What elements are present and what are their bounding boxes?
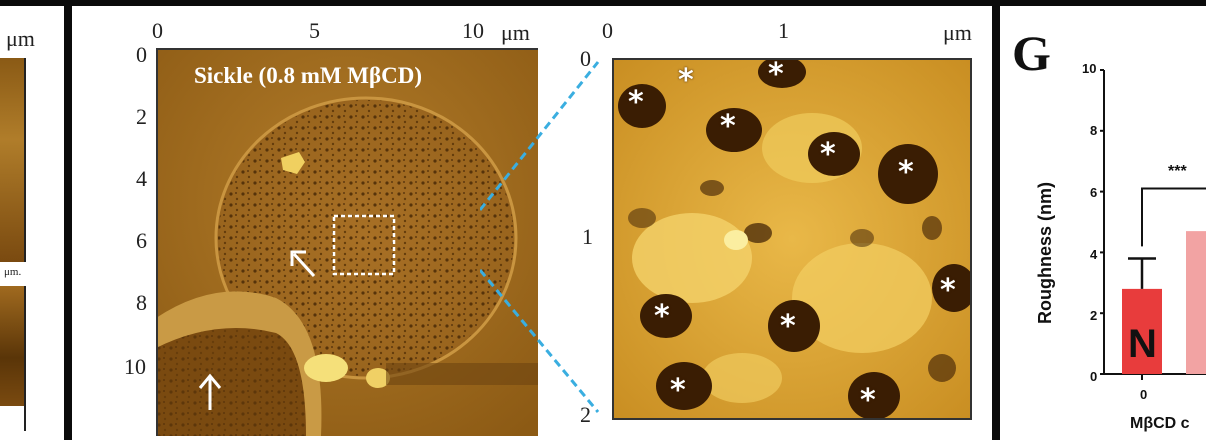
significance-marker: ***: [1168, 163, 1187, 180]
zoom-connector-lines: [480, 61, 600, 413]
left-panel-divider: [64, 0, 72, 440]
g-y-tick-8: 8: [1090, 123, 1098, 138]
overview-y-tick-4: 4: [136, 166, 147, 191]
pit-marker-2: *: [678, 63, 694, 98]
zoom-x-tick-1: 1: [778, 18, 789, 43]
g-y-tick-10: 10: [1082, 61, 1097, 76]
pit-marker-3: *: [768, 57, 784, 92]
g-y-axis-label: Roughness (nm): [1035, 182, 1055, 324]
overview-y-tick-6: 6: [136, 228, 147, 253]
panel-g: G Roughness (nm) 10 8 6 4 2 0 *** N 0 Mβ…: [1000, 6, 1206, 440]
afm-overview-image: [156, 48, 538, 436]
afm-overview-title: Sickle (0.8 mM MβCD): [194, 63, 423, 88]
g-y-tick-4: 4: [1090, 247, 1098, 262]
pit-marker-10: *: [670, 373, 686, 408]
overview-y-tick-0: 0: [136, 42, 147, 67]
frame-top-border: [0, 0, 1206, 6]
overview-y-tick-10: 10: [124, 354, 146, 379]
pit-marker-9: *: [940, 273, 956, 308]
left-afm-image-bottom: [0, 286, 24, 406]
overview-x-unit: μm: [501, 20, 530, 45]
overview-axis-frame: [156, 48, 538, 436]
pit-marker-1: *: [628, 85, 644, 120]
afm-overview-panel: 0 5 10 μm 0 2 4 6 8 10: [72, 6, 582, 440]
zoom-y-tick-1: 1: [582, 224, 593, 249]
left-axis-line-bottom: [24, 286, 26, 431]
pit-marker-4: *: [720, 109, 736, 144]
g-y-tick-6: 6: [1090, 185, 1098, 200]
bar-label-n: N: [1128, 322, 1157, 366]
pit-marker-8: *: [780, 309, 796, 344]
afm-zoom-panel: 0 1 μm 0 1 2: [570, 6, 990, 440]
left-axis-line: [24, 58, 26, 262]
overview-y-tick-2: 2: [136, 104, 147, 129]
pit-marker-11: *: [860, 383, 876, 418]
overview-x-tick-0: 0: [152, 18, 163, 43]
roughness-bar: [1122, 288, 1162, 374]
overview-x-tick-10: 10: [462, 18, 484, 43]
left-unit-small: μm.: [4, 266, 22, 278]
afm-zoom-image: [612, 58, 972, 420]
g-x-axis-label: MβCD c: [1130, 415, 1190, 432]
zoom-axis-frame: [612, 58, 972, 420]
right-panel-divider: [992, 0, 1000, 440]
left-afm-image-top: [0, 58, 24, 262]
significance-bracket: [1141, 187, 1206, 247]
g-y-tick-2: 2: [1090, 308, 1098, 323]
zoom-x-unit: μm: [943, 20, 972, 45]
pit-marker-6: *: [898, 155, 914, 190]
zoom-x-tick-0: 0: [602, 18, 613, 43]
pit-marker-7: *: [654, 299, 670, 334]
roughness-bar: [1186, 231, 1206, 374]
overview-x-tick-5: 5: [309, 18, 320, 43]
overview-y-tick-8: 8: [136, 290, 147, 315]
g-x-tick-0: 0: [1140, 387, 1148, 402]
zoom-y-tick-0: 0: [580, 46, 591, 71]
pit-marker-5: *: [820, 137, 836, 172]
panel-g-letter: G: [1012, 25, 1051, 81]
zoom-y-tick-2: 2: [580, 402, 591, 427]
g-y-tick-0: 0: [1090, 369, 1098, 384]
left-fragment-panel: μm μm.: [0, 6, 64, 440]
roughness-bar-chart: [1100, 69, 1206, 380]
left-unit-label: μm: [6, 26, 35, 51]
